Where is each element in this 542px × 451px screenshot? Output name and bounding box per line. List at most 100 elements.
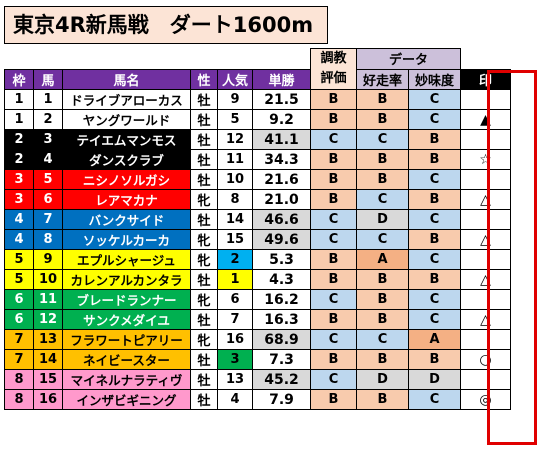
training-header-line1: 調教 bbox=[320, 51, 347, 66]
popularity-cell: 12 bbox=[217, 129, 253, 150]
sex-cell: 牡 bbox=[190, 169, 218, 190]
odds-cell: 41.1 bbox=[252, 129, 311, 150]
uma-cell: 7 bbox=[33, 209, 63, 230]
popularity-cell: 4 bbox=[217, 389, 253, 410]
mark-cell: △ bbox=[460, 269, 511, 290]
kosoritsu-grade: B bbox=[356, 289, 409, 310]
horse-name: レアマカナ bbox=[62, 189, 191, 210]
mimido-grade: C bbox=[408, 389, 461, 410]
training-grade: B bbox=[310, 89, 357, 110]
training-grade: C bbox=[310, 289, 357, 310]
training-grade: B bbox=[310, 349, 357, 370]
horse-name: ドライブアローカス bbox=[62, 89, 191, 110]
kosoritsu-grade: C bbox=[356, 189, 409, 210]
kosoritsu-grade: D bbox=[356, 369, 409, 390]
uma-cell: 2 bbox=[33, 109, 63, 130]
mark-cell: ○ bbox=[460, 349, 511, 370]
uma-cell: 15 bbox=[33, 369, 63, 390]
table-row: 1 1 ドライブアローカス牡 9 21.5 B B C bbox=[4, 89, 511, 110]
odds-cell: 21.0 bbox=[252, 189, 311, 210]
waku-cell: 4 bbox=[4, 229, 34, 250]
uma-cell: 12 bbox=[33, 309, 63, 330]
mimido-grade: C bbox=[408, 309, 461, 330]
waku-cell: 2 bbox=[4, 149, 34, 170]
waku-cell: 7 bbox=[4, 329, 34, 350]
table-body: 調教 評価 データ 枠 馬 馬名 性 人気 単勝 好走率 妙味度 印 1 1 ドライ… bbox=[4, 48, 511, 410]
header-group-row: 調教 評価 データ bbox=[5, 48, 511, 90]
mimido-grade: B bbox=[408, 349, 461, 370]
sex-cell: 牝 bbox=[190, 189, 218, 210]
mimido-grade: B bbox=[408, 129, 461, 150]
kosoritsu-grade: D bbox=[356, 209, 409, 230]
mark-cell: ☆ bbox=[460, 149, 511, 170]
sex-cell: 牡 bbox=[190, 269, 218, 290]
sex-cell: 牡 bbox=[190, 309, 218, 330]
popularity-cell: 14 bbox=[217, 209, 253, 230]
mark-cell bbox=[460, 209, 511, 230]
waku-cell: 1 bbox=[4, 89, 34, 110]
mimido-grade: A bbox=[408, 329, 461, 350]
table-row: 6 12 サンクメダイユ牡 7 16.3 B B C △ bbox=[4, 309, 511, 330]
waku-cell: 3 bbox=[4, 189, 34, 210]
header-kosoritsu: 好走率 bbox=[356, 68, 409, 90]
popularity-cell: 3 bbox=[217, 349, 253, 370]
mimido-grade: B bbox=[408, 229, 461, 250]
kosoritsu-grade: B bbox=[356, 309, 409, 330]
training-grade: B bbox=[310, 169, 357, 190]
page-title: 東京4R新馬戦 ダート1600m bbox=[4, 6, 328, 44]
mark-cell: △ bbox=[460, 229, 511, 250]
table-row: 3 6 レアマカナ牝 8 21.0 B C B △ bbox=[4, 189, 511, 210]
header-mimido: 妙味度 bbox=[408, 68, 461, 90]
sex-cell: 牝 bbox=[190, 229, 218, 250]
training-grade: C bbox=[310, 329, 357, 350]
header-shirushi: 印 bbox=[460, 68, 511, 90]
horse-name: カレンアルカンタラ bbox=[62, 269, 191, 290]
mimido-grade: B bbox=[408, 269, 461, 290]
training-grade: B bbox=[310, 149, 357, 170]
popularity-cell: 7 bbox=[217, 309, 253, 330]
table-row: 8 15 マイネルナラティヴ牡 13 45.2 C D D bbox=[4, 369, 511, 390]
uma-cell: 1 bbox=[33, 89, 63, 110]
horse-name: エプルシャージュ bbox=[62, 249, 191, 270]
table-row: 3 5 ニシノソルガシ牡 10 21.6 B B C bbox=[4, 169, 511, 190]
popularity-cell: 10 bbox=[217, 169, 253, 190]
popularity-cell: 5 bbox=[217, 109, 253, 130]
training-header: 調教 評価 bbox=[310, 48, 357, 90]
kosoritsu-grade: B bbox=[356, 389, 409, 410]
sex-cell: 牡 bbox=[190, 149, 218, 170]
horse-name: バンクサイド bbox=[62, 209, 191, 230]
waku-cell: 6 bbox=[4, 309, 34, 330]
horse-name: フラワートピアリー bbox=[62, 329, 191, 350]
odds-cell: 5.3 bbox=[252, 249, 311, 270]
header-uma: 馬 bbox=[33, 68, 63, 90]
waku-cell: 1 bbox=[4, 109, 34, 130]
uma-cell: 16 bbox=[33, 389, 63, 410]
odds-cell: 4.3 bbox=[252, 269, 311, 290]
horse-name: マイネルナラティヴ bbox=[62, 369, 191, 390]
table-row: 7 13 フラワートピアリー牝 16 68.9 C C A bbox=[4, 329, 511, 350]
header-bamei: 馬名 bbox=[62, 68, 191, 90]
sex-cell: 牡 bbox=[190, 349, 218, 370]
odds-cell: 46.6 bbox=[252, 209, 311, 230]
horse-name: ネイビースター bbox=[62, 349, 191, 370]
mark-cell bbox=[460, 289, 511, 310]
odds-cell: 45.2 bbox=[252, 369, 311, 390]
training-grade: C bbox=[310, 209, 357, 230]
kosoritsu-grade: B bbox=[356, 109, 409, 130]
popularity-cell: 13 bbox=[217, 369, 253, 390]
uma-cell: 4 bbox=[33, 149, 63, 170]
mark-cell: △ bbox=[460, 189, 511, 210]
kosoritsu-grade: C bbox=[356, 229, 409, 250]
kosoritsu-grade: C bbox=[356, 329, 409, 350]
uma-cell: 13 bbox=[33, 329, 63, 350]
sex-cell: 牡 bbox=[190, 89, 218, 110]
mimido-grade: B bbox=[408, 149, 461, 170]
training-grade: B bbox=[310, 389, 357, 410]
horse-name: インザビギニング bbox=[62, 389, 191, 410]
horse-name: ブレードランナー bbox=[62, 289, 191, 310]
kosoritsu-grade: C bbox=[356, 129, 409, 150]
uma-cell: 8 bbox=[33, 229, 63, 250]
waku-cell: 8 bbox=[4, 369, 34, 390]
header-ninki: 人気 bbox=[217, 68, 253, 90]
mimido-grade: C bbox=[408, 89, 461, 110]
